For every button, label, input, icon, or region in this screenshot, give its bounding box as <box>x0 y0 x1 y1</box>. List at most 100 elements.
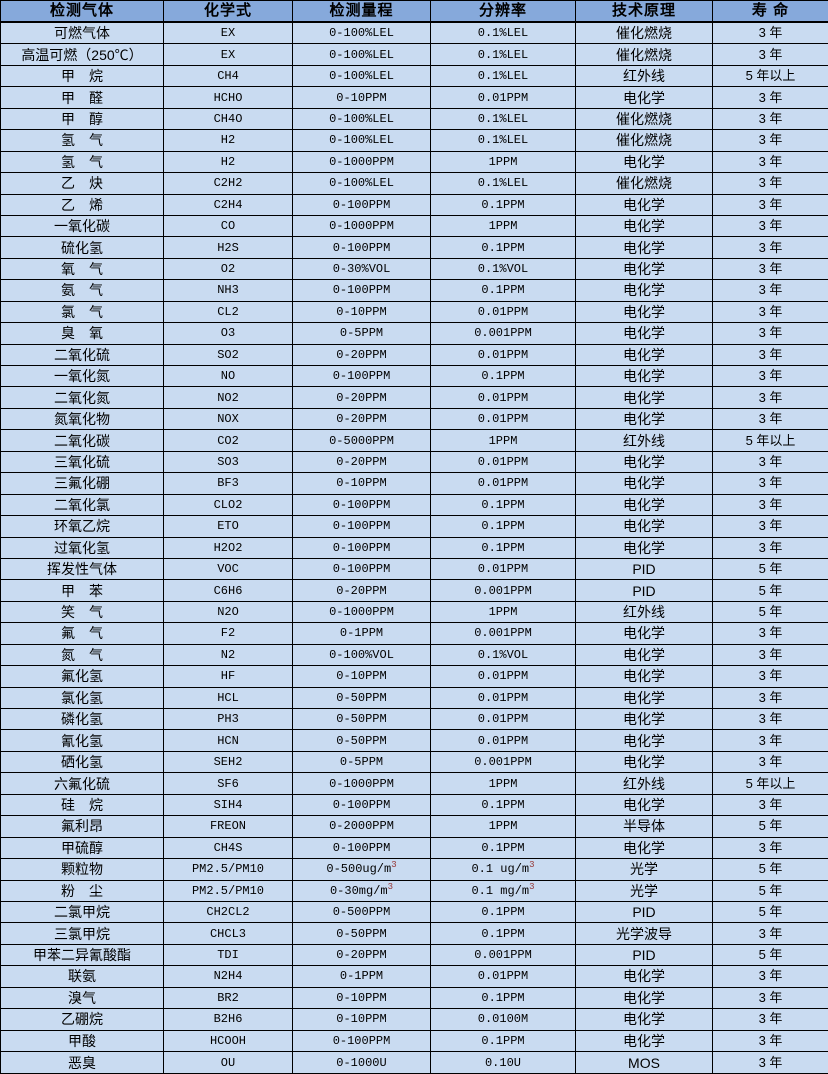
cubic-meter-superscript: 3 <box>529 881 535 892</box>
cell-formula: H2O2 <box>163 536 293 559</box>
cell-gas-name: 挥发性气体 <box>0 557 164 581</box>
cell-principle: 电化学 <box>575 236 713 259</box>
cell-lifespan: 5 年 <box>712 858 828 881</box>
cell-gas-name: 恶臭 <box>0 1051 164 1074</box>
cell-resolution: 0.1%VOL <box>430 257 576 281</box>
cell-range: 0-100%LEL <box>292 43 431 66</box>
cell-resolution: 0.01PPM <box>430 965 576 988</box>
cell-resolution: 0.10U <box>430 1051 576 1074</box>
cell-formula: C6H6 <box>163 579 293 602</box>
cell-formula: SIH4 <box>163 793 293 817</box>
cell-gas-name: 乙 炔 <box>0 172 164 195</box>
cell-gas-name: 甲硫醇 <box>0 836 164 860</box>
cell-gas-name: 硅 烷 <box>0 793 164 817</box>
table-row: 氨 气 NH3 0-100PPM 0.1PPM 电化学 3 年 <box>0 279 828 302</box>
cell-formula: NO <box>163 365 293 388</box>
cell-formula: EX <box>163 43 293 66</box>
cell-range: 0-100PPM <box>292 536 431 559</box>
cell-gas-name: 过氧化氢 <box>0 536 164 559</box>
cell-resolution: 0.1%LEL <box>430 64 576 88</box>
cell-gas-name: 甲 醇 <box>0 107 164 131</box>
cell-range: 0-500ug/m3 <box>292 858 431 881</box>
cell-formula: SF6 <box>163 772 293 795</box>
cell-resolution: 0.01PPM <box>430 386 576 409</box>
cell-lifespan: 3 年 <box>712 386 828 409</box>
cell-range: 0-10PPM <box>292 665 431 688</box>
table-row: 粉 尘 PM2.5/PM10 0-30mg/m3 0.1 mg/m3 光学 5 年 <box>0 879 828 902</box>
cell-formula: BR2 <box>163 986 293 1010</box>
cubic-meter-superscript: 3 <box>391 860 397 871</box>
cell-range: 0-100PPM <box>292 1029 431 1053</box>
cell-resolution: 0.1%LEL <box>430 21 576 45</box>
cell-formula: OU <box>163 1051 293 1074</box>
cell-resolution: 0.1PPM <box>430 986 576 1010</box>
cell-formula: CO <box>163 214 293 238</box>
cell-resolution: 0.1PPM <box>430 236 576 259</box>
cell-range: 0-20PPM <box>292 943 431 967</box>
cell-principle: 电化学 <box>575 1029 713 1053</box>
cell-formula: CL2 <box>163 300 293 324</box>
cell-resolution: 0.01PPM <box>430 686 576 710</box>
table-row: 溴气 BR2 0-10PPM 0.1PPM 电化学 3 年 <box>0 986 828 1010</box>
cell-resolution: 0.1 mg/m3 <box>430 879 576 902</box>
cell-lifespan: 3 年 <box>712 793 828 817</box>
cell-resolution: 0.1PPM <box>430 193 576 216</box>
cell-resolution: 0.1%LEL <box>430 129 576 152</box>
cell-gas-name: 三氟化硼 <box>0 472 164 495</box>
cell-gas-name: 环氧乙烷 <box>0 515 164 538</box>
cell-range: 0-10PPM <box>292 1008 431 1031</box>
cell-lifespan: 3 年 <box>712 450 828 474</box>
column-header-gas: 检测气体 <box>0 0 164 23</box>
cell-range: 0-100PPM <box>292 193 431 216</box>
cell-principle: 电化学 <box>575 322 713 345</box>
table-row: 甲 苯 C6H6 0-20PPM 0.001PPM PID 5 年 <box>0 579 828 602</box>
cell-principle: 电化学 <box>575 665 713 688</box>
table-row: 二氧化碳 CO2 0-5000PPM 1PPM 红外线 5 年以上 <box>0 429 828 452</box>
cell-resolution: 1PPM <box>430 214 576 238</box>
table-row: 氯 气 CL2 0-10PPM 0.01PPM 电化学 3 年 <box>0 300 828 324</box>
cell-principle: 催化燃烧 <box>575 107 713 131</box>
cell-range: 0-20PPM <box>292 450 431 474</box>
cell-formula: HCHO <box>163 86 293 109</box>
cell-principle: MOS <box>575 1051 713 1074</box>
table-row: 恶臭 OU 0-1000U 0.10U MOS 3 年 <box>0 1051 828 1074</box>
cell-gas-name: 甲苯二异氰酸酯 <box>0 943 164 967</box>
table-row: 臭 氧 O3 0-5PPM 0.001PPM 电化学 3 年 <box>0 322 828 345</box>
cell-principle: 半导体 <box>575 815 713 838</box>
cell-range: 0-20PPM <box>292 407 431 431</box>
cell-gas-name: 一氧化氮 <box>0 365 164 388</box>
column-header-resolution: 分辨率 <box>430 0 576 23</box>
cell-resolution: 0.1PPM <box>430 1029 576 1053</box>
cell-gas-name: 氨 气 <box>0 279 164 302</box>
cell-lifespan: 3 年 <box>712 836 828 860</box>
table-row: 硒化氢 SEH2 0-5PPM 0.001PPM 电化学 3 年 <box>0 750 828 774</box>
table-row: 高温可燃（250℃） EX 0-100%LEL 0.1%LEL 催化燃烧 3 年 <box>0 43 828 66</box>
cell-lifespan: 5 年 <box>712 879 828 902</box>
cell-resolution: 0.1%LEL <box>430 43 576 66</box>
cell-range: 0-50PPM <box>292 729 431 752</box>
table-row: 氟利昂 FREON 0-2000PPM 1PPM 半导体 5 年 <box>0 815 828 838</box>
cell-principle: 光学波导 <box>575 922 713 945</box>
cell-lifespan: 3 年 <box>712 129 828 152</box>
cell-principle: 电化学 <box>575 343 713 367</box>
cell-gas-name: 可燃气体 <box>0 21 164 45</box>
cell-resolution: 0.01PPM <box>430 407 576 431</box>
cell-formula: SEH2 <box>163 750 293 774</box>
cell-principle: 红外线 <box>575 600 713 624</box>
cell-range: 0-100PPM <box>292 557 431 581</box>
cell-lifespan: 5 年 <box>712 943 828 967</box>
cell-range: 0-50PPM <box>292 708 431 731</box>
cell-gas-name: 二氯甲烷 <box>0 900 164 924</box>
table-row: 乙 烯 C2H4 0-100PPM 0.1PPM 电化学 3 年 <box>0 193 828 216</box>
cell-resolution: 1PPM <box>430 150 576 174</box>
cell-lifespan: 5 年以上 <box>712 772 828 795</box>
cell-gas-name: 氟利昂 <box>0 815 164 838</box>
cell-resolution: 0.01PPM <box>430 472 576 495</box>
cell-principle: 催化燃烧 <box>575 129 713 152</box>
table-row: 笑 气 N2O 0-1000PPM 1PPM 红外线 5 年 <box>0 600 828 624</box>
cell-range: 0-100%LEL <box>292 129 431 152</box>
cell-lifespan: 3 年 <box>712 1051 828 1074</box>
cell-range: 0-100PPM <box>292 836 431 860</box>
cell-formula: PH3 <box>163 708 293 731</box>
cell-resolution: 0.1PPM <box>430 515 576 538</box>
